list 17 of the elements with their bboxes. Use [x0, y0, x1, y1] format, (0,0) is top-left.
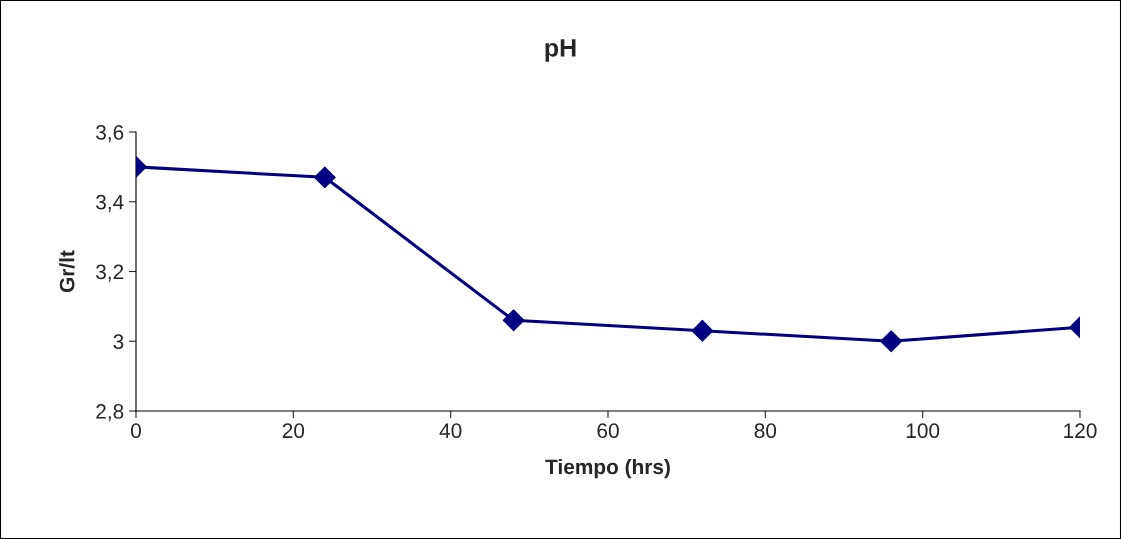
x-tick-label: 20 — [282, 423, 305, 439]
point — [502, 309, 525, 332]
x-tick-label: 100 — [906, 423, 940, 439]
point — [691, 319, 714, 342]
x-tick-label: 120 — [1064, 423, 1097, 439]
y-tick-label: 3 — [113, 334, 124, 349]
y-tick-label: 3,6 — [96, 125, 124, 143]
y-axis-title: Gr/lt — [59, 250, 75, 293]
x-tick-label: 80 — [754, 423, 777, 439]
y-tick-label: 3,2 — [96, 264, 124, 282]
x-axis-title: Tiempo (hrs) — [545, 458, 670, 479]
chart-title: pH — [545, 39, 576, 62]
x-tick-label: 60 — [597, 423, 619, 439]
x-tick-label: 40 — [439, 423, 462, 439]
y-tick-label: 3,4 — [96, 194, 124, 212]
y-tick-label: 2,8 — [96, 404, 124, 422]
x-tick-label: 0 — [131, 423, 141, 439]
